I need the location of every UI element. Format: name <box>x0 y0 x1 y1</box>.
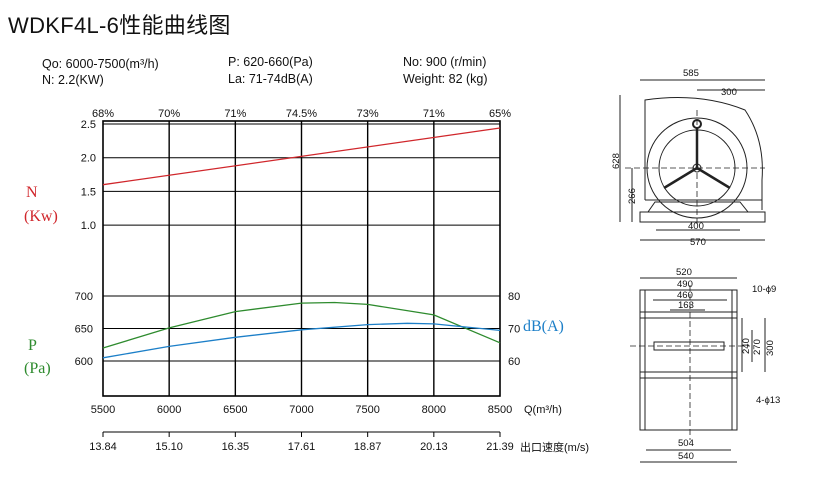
n-tick-label: 2.0 <box>81 153 96 165</box>
n-axis-unit: (Kw) <box>24 208 58 225</box>
spec-speed: No: 900 (r/min) <box>403 55 487 69</box>
x-tick-label: 7000 <box>289 404 313 416</box>
velocity-label: 21.39 <box>486 441 514 453</box>
n-tick-label: 1.5 <box>81 186 96 198</box>
power-curve <box>102 127 501 186</box>
velocity-label: 17.61 <box>288 441 316 453</box>
x-tick-label: 7500 <box>355 404 379 416</box>
n-axis-label: N <box>26 184 38 201</box>
efficiency-label: 74.5% <box>286 108 317 120</box>
spec-power: N: 2.2(KW) <box>42 73 104 87</box>
spec-weight: Weight: 82 (kg) <box>403 72 488 86</box>
n-tick-label: 2.5 <box>81 119 96 131</box>
velocity-label: 15.10 <box>155 441 183 453</box>
efficiency-label: 68% <box>92 108 114 120</box>
efficiency-label: 71% <box>423 108 445 120</box>
efficiency-label: 73% <box>357 108 379 120</box>
spec-pressure: P: 620-660(Pa) <box>228 55 313 69</box>
p-tick-label: 650 <box>75 324 93 336</box>
spec-noise: La: 71-74dB(A) <box>228 72 313 86</box>
velocity-label: 18.87 <box>354 441 382 453</box>
x-tick-label: 6500 <box>223 404 247 416</box>
noise-curve <box>102 322 501 359</box>
velocity-label: 16.35 <box>222 441 250 453</box>
n-tick-label: 1.0 <box>81 220 96 232</box>
x-tick-label: 8000 <box>422 404 446 416</box>
pressure-curve <box>102 301 501 349</box>
x-tick-label: 5500 <box>91 404 115 416</box>
x-tick-label: 6000 <box>157 404 181 416</box>
p-axis-unit: (Pa) <box>24 360 51 377</box>
x-tick-label: 8500 <box>488 404 512 416</box>
db-tick-label: 60 <box>508 356 520 368</box>
velocity-label: 20.13 <box>420 441 448 453</box>
x-axis-title: Q(m³/h) <box>524 404 562 416</box>
db-axis-label: dB(A) <box>523 318 564 335</box>
p-axis-label: P <box>28 337 37 354</box>
db-tick-label: 80 <box>508 291 520 303</box>
velocity-axis-title: 出口速度(m/s) <box>520 440 589 454</box>
efficiency-label: 70% <box>158 108 180 120</box>
efficiency-label: 71% <box>224 108 246 120</box>
spec-flow: Qo: 6000-7500(m³/h) <box>42 57 159 71</box>
velocity-label: 13.84 <box>89 441 117 453</box>
page-title: WDKF4L-6性能曲线图 <box>8 13 231 38</box>
db-tick-label: 70 <box>508 324 520 336</box>
p-tick-label: 600 <box>75 356 93 368</box>
efficiency-label: 65% <box>489 108 511 120</box>
p-tick-label: 700 <box>75 291 93 303</box>
